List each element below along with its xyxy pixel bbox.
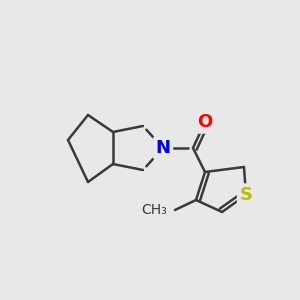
Text: N: N <box>155 139 170 157</box>
Text: CH₃: CH₃ <box>141 203 167 217</box>
Text: O: O <box>197 113 213 131</box>
Text: S: S <box>239 186 253 204</box>
